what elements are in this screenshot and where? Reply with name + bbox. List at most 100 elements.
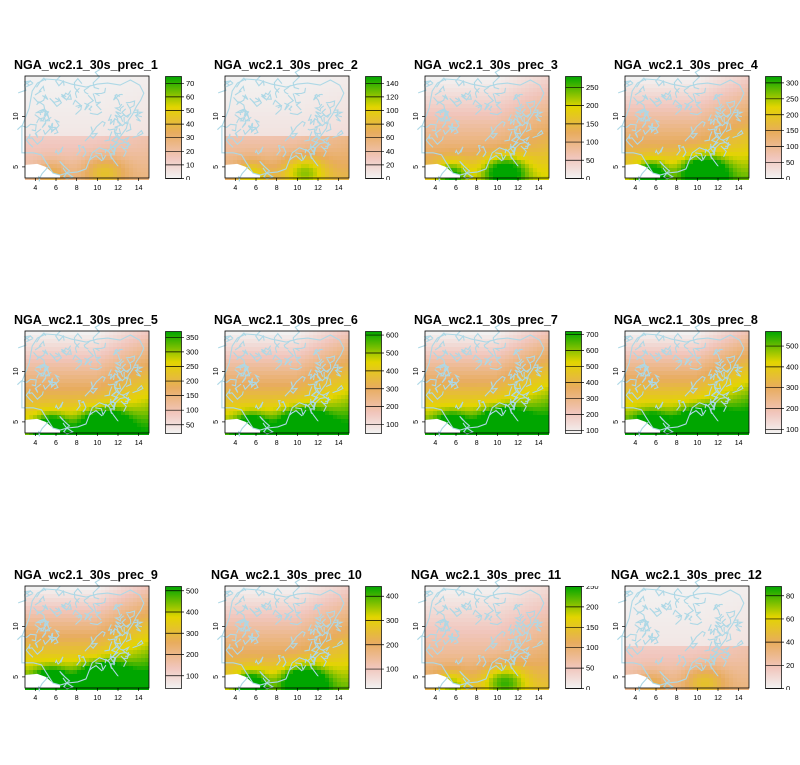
x-tick-label: 4	[633, 695, 637, 702]
color-legend: 100 200 300 400 500 600	[365, 331, 401, 434]
panel-title: NGA_wc2.1_30s_prec_8	[614, 313, 758, 327]
x-tick-label: 10	[93, 440, 101, 447]
legend-tick-label: 400	[386, 592, 399, 601]
map-frame	[24, 330, 150, 434]
y-tick-label: 10	[613, 367, 620, 375]
map-panel: NGA_wc2.1_30s_prec_10 4 6 8 10 12 14 5 10 100 200 3…	[200, 510, 400, 765]
x-tick-label: 14	[335, 185, 343, 192]
x-tick-label: 12	[314, 695, 322, 702]
raster-map: 4 6 8 10 12 14 5 10	[13, 578, 150, 702]
raster-map: 4 6 8 10 12 14 5 10	[413, 323, 550, 447]
legend-tick-label: 150	[186, 391, 199, 400]
legend-tick-label: 150	[586, 623, 599, 632]
legend-tick-label: 400	[186, 608, 199, 617]
legend-tick-label: 100	[386, 665, 399, 674]
admin-boundaries	[17, 323, 145, 437]
legend-tick-label: 100	[186, 406, 199, 415]
ocean-mask	[425, 418, 461, 433]
map-panel: NGA_wc2.1_30s_prec_7 4 6 8 10 12 14 5 10 100 200 30…	[400, 255, 600, 510]
legend-tick-label: 100	[786, 142, 799, 151]
legend-tick-label: 100	[586, 643, 599, 652]
y-tick-label: 5	[213, 165, 220, 169]
panel-title: NGA_wc2.1_30s_prec_3	[414, 58, 558, 72]
x-tick-label: 14	[735, 185, 743, 192]
ocean-mask	[225, 163, 261, 178]
x-tick-label: 8	[75, 185, 79, 192]
legend-tick-label: 100	[386, 420, 399, 429]
raster-map: 4 6 8 10 12 14 5 10	[213, 578, 350, 702]
map-frame	[224, 585, 350, 689]
map-frame	[224, 75, 350, 179]
legend-tick-label: 80	[786, 591, 794, 600]
legend-tick-label: 200	[786, 404, 799, 413]
legend-tick-label: 50	[586, 156, 594, 165]
color-legend: 0 20 40 60 80	[765, 586, 800, 693]
admin-boundaries	[617, 323, 745, 437]
raster-map: 4 6 8 10 12 14 5 10	[413, 578, 550, 702]
admin-boundaries	[617, 578, 745, 692]
color-legend: 0 10 20 30 40 50 60 70	[165, 76, 201, 183]
legend-tick-label: 500	[186, 586, 199, 595]
legend-tick-label: 250	[786, 94, 799, 103]
legend-tick-label: 0	[786, 684, 790, 690]
admin-boundaries	[217, 68, 345, 182]
x-tick-label: 4	[233, 185, 237, 192]
legend-tick-label: 400	[386, 366, 399, 375]
x-tick-label: 12	[714, 440, 722, 447]
legend-colorbar	[165, 76, 182, 179]
legend-colorbar	[565, 76, 582, 179]
map-panel: NGA_wc2.1_30s_prec_6 4 6 8 10 12 14 5 10 100 200 30…	[200, 255, 400, 510]
legend-tick-label: 250	[586, 586, 599, 591]
x-tick-label: 12	[514, 440, 522, 447]
legend-tick-label: 500	[386, 348, 399, 357]
x-tick-label: 4	[33, 440, 37, 447]
legend-tick-label: 300	[386, 616, 399, 625]
legend-tick-label: 40	[386, 147, 394, 156]
legend-tick-label: 50	[786, 158, 794, 167]
y-tick-label: 10	[213, 112, 220, 120]
ocean-mask	[625, 163, 661, 178]
x-tick-label: 4	[433, 695, 437, 702]
map-frame	[424, 75, 550, 179]
legend-tick-label: 200	[586, 101, 599, 110]
legend-tick-label: 300	[586, 394, 599, 403]
x-tick-label: 14	[535, 695, 543, 702]
panel-title: NGA_wc2.1_30s_prec_1	[14, 58, 158, 72]
legend-tick-label: 250	[586, 83, 599, 92]
x-tick-label: 4	[633, 185, 637, 192]
x-tick-label: 10	[293, 185, 301, 192]
panel-title: NGA_wc2.1_30s_prec_9	[14, 568, 158, 582]
legend-tick-label: 60	[786, 614, 794, 623]
legend-tick-label: 200	[586, 410, 599, 419]
legend-tick-label: 100	[386, 106, 399, 115]
y-tick-label: 5	[613, 420, 620, 424]
panel-title: NGA_wc2.1_30s_prec_11	[411, 568, 562, 582]
x-tick-label: 4	[433, 185, 437, 192]
legend-tick-label: 100	[586, 426, 599, 435]
map-frame	[624, 330, 750, 434]
x-tick-label: 6	[254, 695, 258, 702]
x-tick-label: 6	[254, 440, 258, 447]
legend-tick-label: 100	[786, 425, 799, 434]
x-tick-label: 14	[535, 185, 543, 192]
map-panel: NGA_wc2.1_30s_prec_3 4 6 8 10 12 14 5 10 0 50 100 15…	[400, 0, 600, 255]
legend-tick-label: 600	[586, 346, 599, 355]
admin-boundaries	[417, 68, 545, 182]
y-tick-label: 10	[13, 622, 20, 630]
x-tick-label: 8	[675, 695, 679, 702]
legend-tick-label: 0	[186, 174, 190, 180]
legend-tick-label: 20	[186, 147, 194, 156]
ocean-mask	[425, 163, 461, 178]
x-tick-label: 4	[433, 440, 437, 447]
legend-colorbar	[765, 331, 782, 434]
legend-tick-label: 150	[786, 126, 799, 135]
legend-tick-label: 50	[186, 420, 194, 429]
y-tick-label: 5	[213, 675, 220, 679]
y-tick-label: 10	[413, 367, 420, 375]
legend-colorbar	[365, 331, 382, 434]
x-tick-label: 10	[493, 440, 501, 447]
map-frame	[24, 75, 150, 179]
y-tick-label: 10	[213, 622, 220, 630]
ocean-mask	[25, 673, 61, 688]
